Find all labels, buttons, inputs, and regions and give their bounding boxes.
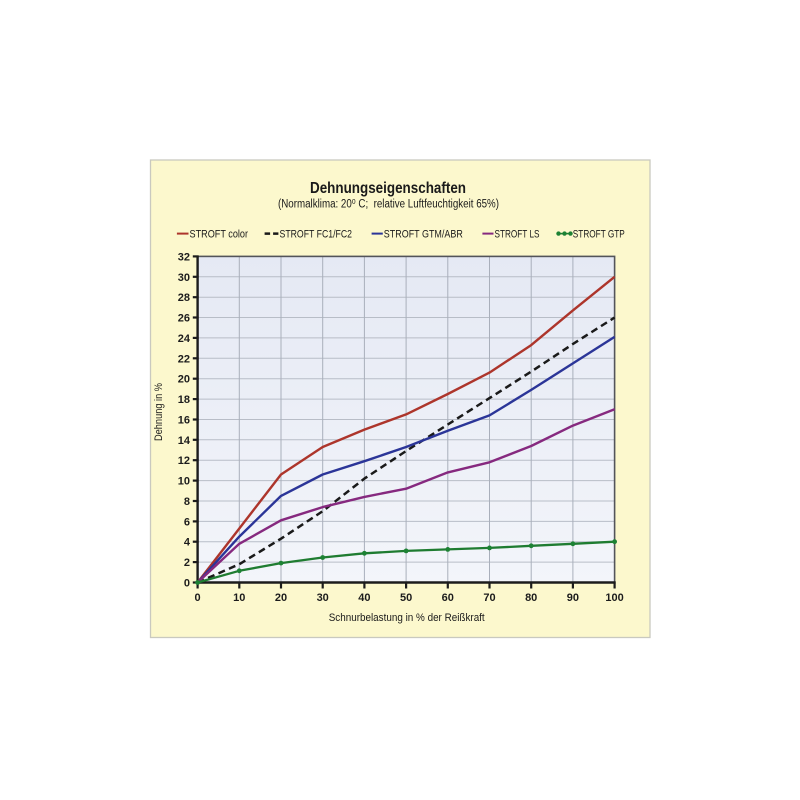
svg-text:100: 100 — [605, 592, 623, 604]
svg-text:90: 90 — [567, 592, 579, 604]
svg-text:22: 22 — [178, 353, 190, 365]
svg-text:80: 80 — [525, 592, 537, 604]
svg-text:8: 8 — [184, 496, 190, 508]
svg-text:10: 10 — [178, 476, 190, 488]
svg-text:16: 16 — [178, 415, 190, 427]
svg-text:6: 6 — [184, 516, 190, 528]
svg-text:32: 32 — [178, 251, 190, 263]
svg-text:14: 14 — [178, 435, 191, 447]
svg-text:STROFT GTM/ABR: STROFT GTM/ABR — [384, 229, 463, 241]
svg-text:STROFT LS: STROFT LS — [495, 229, 540, 241]
svg-text:20: 20 — [178, 374, 190, 386]
svg-text:Dehnungseigenschaften: Dehnungseigenschaften — [310, 180, 466, 197]
svg-text:70: 70 — [483, 592, 495, 604]
svg-text:STROFT GTP: STROFT GTP — [573, 229, 625, 241]
svg-text:20: 20 — [275, 592, 287, 604]
svg-text:4: 4 — [184, 537, 191, 549]
svg-text:10: 10 — [233, 592, 245, 604]
svg-text:50: 50 — [400, 592, 412, 604]
svg-text:30: 30 — [317, 592, 329, 604]
svg-text:Dehnung in %: Dehnung in % — [153, 383, 165, 441]
svg-text:12: 12 — [178, 455, 190, 467]
svg-text:60: 60 — [442, 592, 454, 604]
svg-text:18: 18 — [178, 394, 190, 406]
svg-text:STROFT FC1/FC2: STROFT FC1/FC2 — [280, 229, 353, 241]
svg-text:(Normalklima: 20⁰ C; relative: (Normalklima: 20⁰ C; relative Luftfeucht… — [278, 199, 499, 211]
svg-text:0: 0 — [195, 592, 201, 604]
svg-text:24: 24 — [178, 333, 191, 345]
svg-text:Schnurbelastung in % der Reißk: Schnurbelastung in % der Reißkraft — [329, 612, 485, 624]
svg-text:0: 0 — [184, 578, 190, 590]
svg-text:28: 28 — [178, 292, 190, 304]
svg-text:2: 2 — [184, 557, 190, 569]
svg-text:40: 40 — [358, 592, 370, 604]
svg-text:26: 26 — [178, 313, 190, 325]
svg-text:STROFT color: STROFT color — [190, 229, 249, 241]
svg-text:30: 30 — [178, 272, 190, 284]
